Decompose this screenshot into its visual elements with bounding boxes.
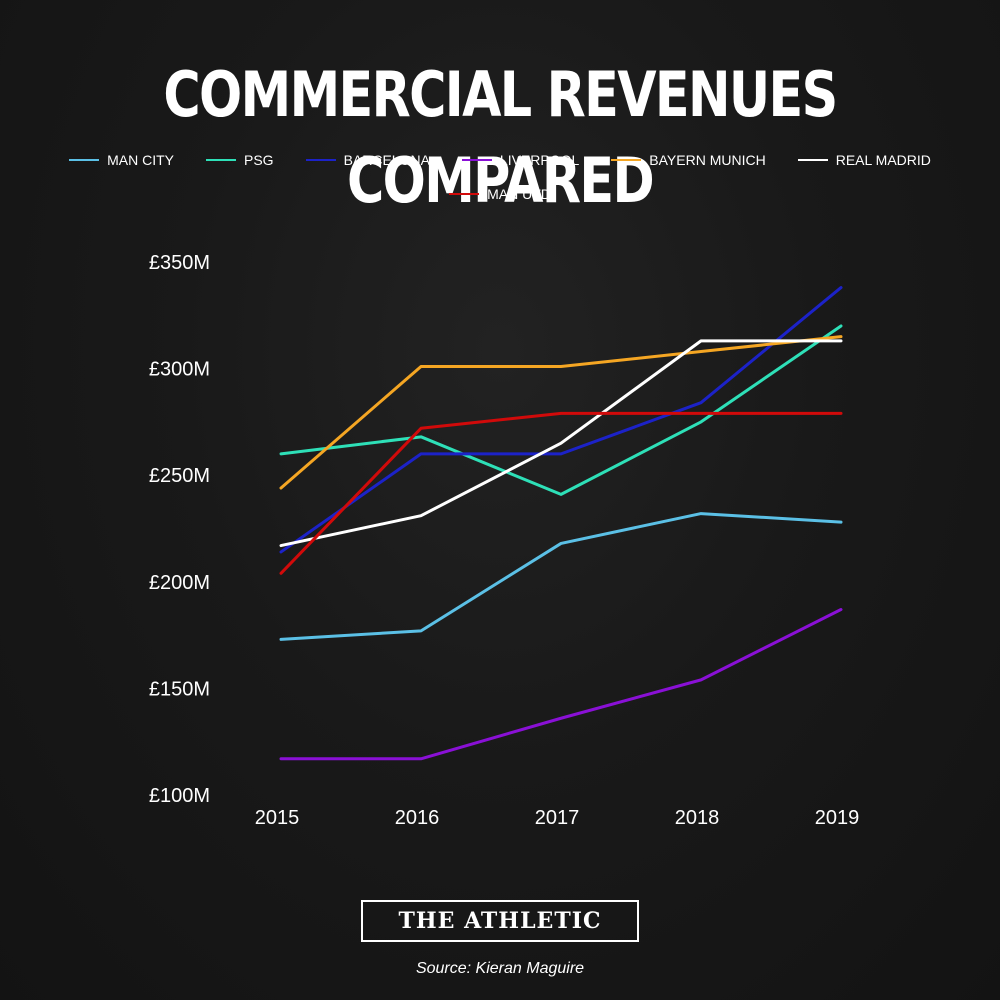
legend-label: BARCELONA bbox=[343, 152, 430, 168]
legend-item-bayern-munich: BAYERN MUNICH bbox=[611, 150, 766, 170]
y-tick-label: £350M bbox=[149, 252, 210, 274]
legend-swatch bbox=[797, 159, 828, 161]
series-line-real-madrid bbox=[279, 339, 843, 548]
legend-swatch bbox=[611, 159, 642, 161]
y-tick-label: £250M bbox=[149, 465, 210, 487]
legend-swatch bbox=[305, 159, 336, 161]
series-line-barcelona bbox=[279, 286, 843, 554]
legend-item-liverpool: LIVERPOOL bbox=[461, 150, 580, 170]
the-athletic-logo: THE ATHLETIC bbox=[361, 900, 639, 942]
legend-item-man-city: MAN CITY bbox=[69, 150, 174, 170]
y-tick-label: £300M bbox=[149, 359, 210, 381]
y-tick-label: £150M bbox=[149, 678, 210, 700]
legend: MAN CITY PSG BARCELONA LIVERPOOL BAYERN MUNI… bbox=[20, 150, 980, 204]
legend-item-barcelona: BARCELONA bbox=[305, 150, 430, 170]
series-line-psg bbox=[279, 324, 843, 496]
legend-label: BAYERN MUNICH bbox=[649, 152, 766, 168]
legend-swatch bbox=[449, 193, 480, 195]
legend-item-man-utd: MAN UTD bbox=[449, 184, 551, 204]
legend-label: REAL MADRID bbox=[835, 152, 931, 168]
legend-item-psg: PSG bbox=[205, 150, 274, 170]
y-tick-label: £100M bbox=[149, 785, 210, 807]
legend-swatch bbox=[69, 159, 100, 161]
legend-label: MAN CITY bbox=[107, 152, 174, 168]
x-tick-label: 2017 bbox=[535, 807, 580, 829]
x-tick-label: 2016 bbox=[395, 807, 440, 829]
legend-label: MAN UTD bbox=[487, 186, 551, 202]
series-line-liverpool bbox=[279, 608, 843, 761]
x-tick-label: 2015 bbox=[255, 807, 300, 829]
series-line-bayern-munich bbox=[279, 335, 843, 490]
y-tick-label: £200M bbox=[149, 572, 210, 594]
legend-label: PSG bbox=[243, 152, 274, 168]
source-note: Source: Kieran Maguire bbox=[415, 960, 585, 977]
line-chart: £100M £150M £200M £250M £300M £350M 2015 2016 20… bbox=[149, 252, 860, 829]
legend-swatch bbox=[205, 159, 236, 161]
logo-text: THE ATHLETIC bbox=[398, 908, 602, 934]
legend-item-real-madrid: REAL MADRID bbox=[797, 150, 931, 170]
series-line-man-utd bbox=[279, 411, 843, 575]
legend-swatch bbox=[461, 159, 492, 161]
chart-title: COMMERCIAL REVENUES COMPARED bbox=[163, 58, 838, 217]
series-line-man-city bbox=[279, 512, 843, 641]
legend-label: LIVERPOOL bbox=[499, 152, 580, 168]
x-tick-label: 2019 bbox=[815, 807, 860, 829]
x-tick-label: 2018 bbox=[675, 807, 720, 829]
